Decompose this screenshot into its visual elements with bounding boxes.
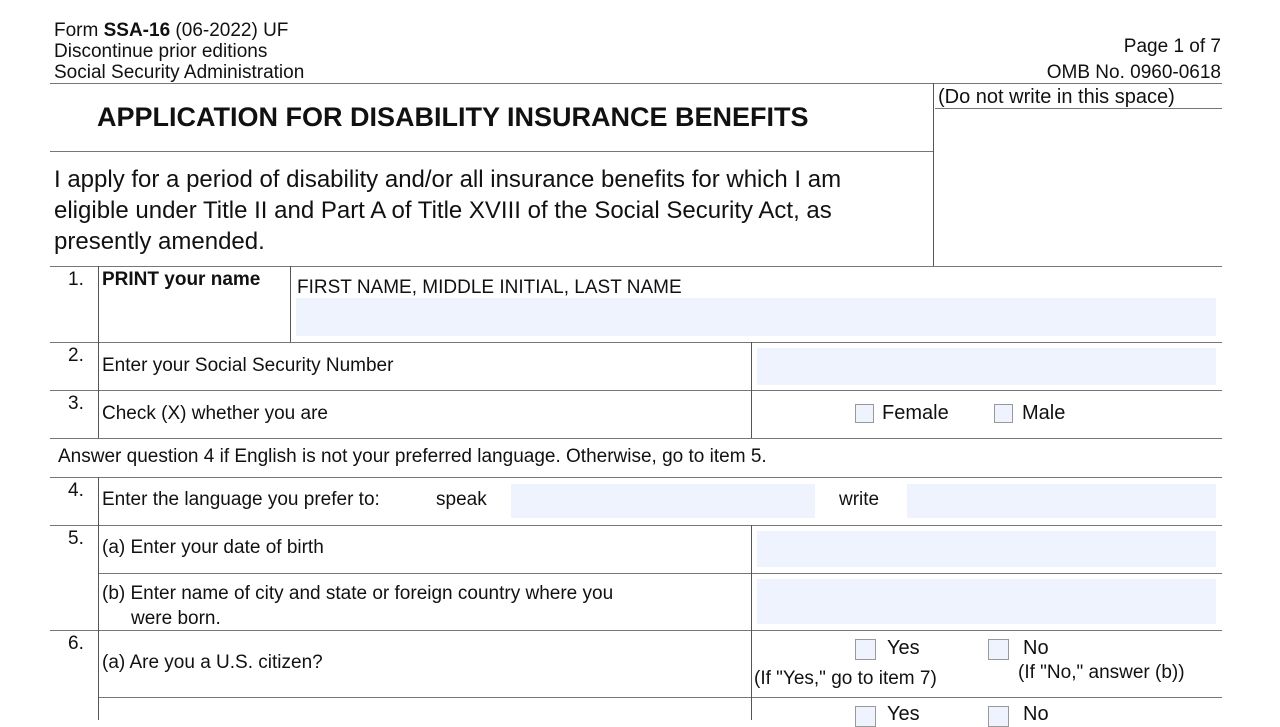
citizen-label: (a) Are you a U.S. citizen?: [102, 652, 323, 673]
birthplace-label: (b) Enter name of city and state or fore…: [102, 583, 614, 604]
write-language-input[interactable]: [907, 484, 1216, 518]
form-suffix: (06-2022) UF: [170, 20, 289, 41]
sex-label: Check (X) whether you are: [102, 403, 328, 424]
female-checkbox[interactable]: [855, 404, 874, 423]
birthplace-input[interactable]: [757, 579, 1216, 624]
divider: [50, 83, 1222, 84]
agency-name: Social Security Administration: [54, 62, 305, 83]
divider: [50, 438, 1222, 439]
page-title: APPLICATION FOR DISABILITY INSURANCE BEN…: [97, 102, 809, 132]
male-label: Male: [1022, 402, 1066, 424]
item-number: 1.: [68, 269, 84, 290]
yes-note: (If "Yes," go to item 7): [754, 668, 937, 689]
divider: [751, 342, 752, 438]
discontinue-note: Discontinue prior editions: [54, 41, 268, 62]
6b-no-label: No: [1023, 703, 1049, 725]
page-number: Page 1 of 7: [1123, 36, 1221, 57]
divider: [50, 342, 1222, 343]
divider: [290, 266, 291, 342]
divider: [98, 573, 1222, 574]
form-number: Form SSA-16 (06-2022) UF: [54, 20, 288, 41]
write-label: write: [839, 489, 880, 510]
ssn-input[interactable]: [757, 348, 1216, 385]
dob-label: (a) Enter your date of birth: [102, 537, 324, 558]
divider: [50, 525, 1222, 526]
language-label: Enter the language you prefer to:: [102, 489, 380, 510]
divider: [50, 477, 1222, 478]
item-number: 2.: [68, 345, 84, 366]
intro-text: I apply for a period of disability and/o…: [54, 164, 841, 257]
divider: [98, 697, 1222, 698]
no-note: (If "No," answer (b)): [1018, 662, 1185, 683]
divider: [50, 630, 1222, 631]
divider: [50, 151, 933, 152]
birthplace-label-cont: were born.: [131, 608, 221, 629]
male-checkbox[interactable]: [994, 404, 1013, 423]
citizen-no-checkbox[interactable]: [988, 639, 1009, 660]
form-prefix: Form: [54, 20, 104, 41]
item-number: 5.: [68, 528, 84, 549]
intro-line: presently amended.: [54, 228, 265, 255]
divider: [751, 525, 752, 720]
omb-number: OMB No. 0960-0618: [1046, 62, 1221, 83]
item-number: 6.: [68, 633, 84, 654]
language-instruction: Answer question 4 if English is not your…: [58, 446, 767, 467]
ssn-label: Enter your Social Security Number: [102, 355, 394, 376]
name-hint: FIRST NAME, MIDDLE INITIAL, LAST NAME: [297, 277, 682, 298]
divider: [935, 108, 1222, 109]
divider: [933, 83, 934, 266]
do-not-write-label: (Do not write in this space): [938, 86, 1175, 108]
intro-line: I apply for a period of disability and/o…: [54, 166, 842, 193]
form-id: SSA-16: [103, 20, 171, 41]
dob-input[interactable]: [757, 531, 1216, 567]
intro-line: eligible under Title II and Part A of Ti…: [54, 197, 832, 224]
divider: [98, 266, 99, 438]
name-label: PRINT your name: [102, 269, 261, 290]
female-label: Female: [882, 402, 949, 424]
6b-yes-label: Yes: [887, 703, 920, 725]
divider: [50, 266, 1222, 267]
speak-language-input[interactable]: [511, 484, 815, 518]
speak-label: speak: [436, 489, 487, 510]
name-input[interactable]: [296, 298, 1216, 336]
item-number: 3.: [68, 393, 84, 414]
divider: [50, 390, 1222, 391]
citizen-no-label: No: [1023, 637, 1049, 659]
divider: [98, 477, 99, 720]
item-number: 4.: [68, 480, 84, 501]
6b-no-checkbox[interactable]: [988, 706, 1009, 727]
citizen-yes-label: Yes: [887, 637, 920, 659]
citizen-yes-checkbox[interactable]: [855, 639, 876, 660]
6b-yes-checkbox[interactable]: [855, 706, 876, 727]
